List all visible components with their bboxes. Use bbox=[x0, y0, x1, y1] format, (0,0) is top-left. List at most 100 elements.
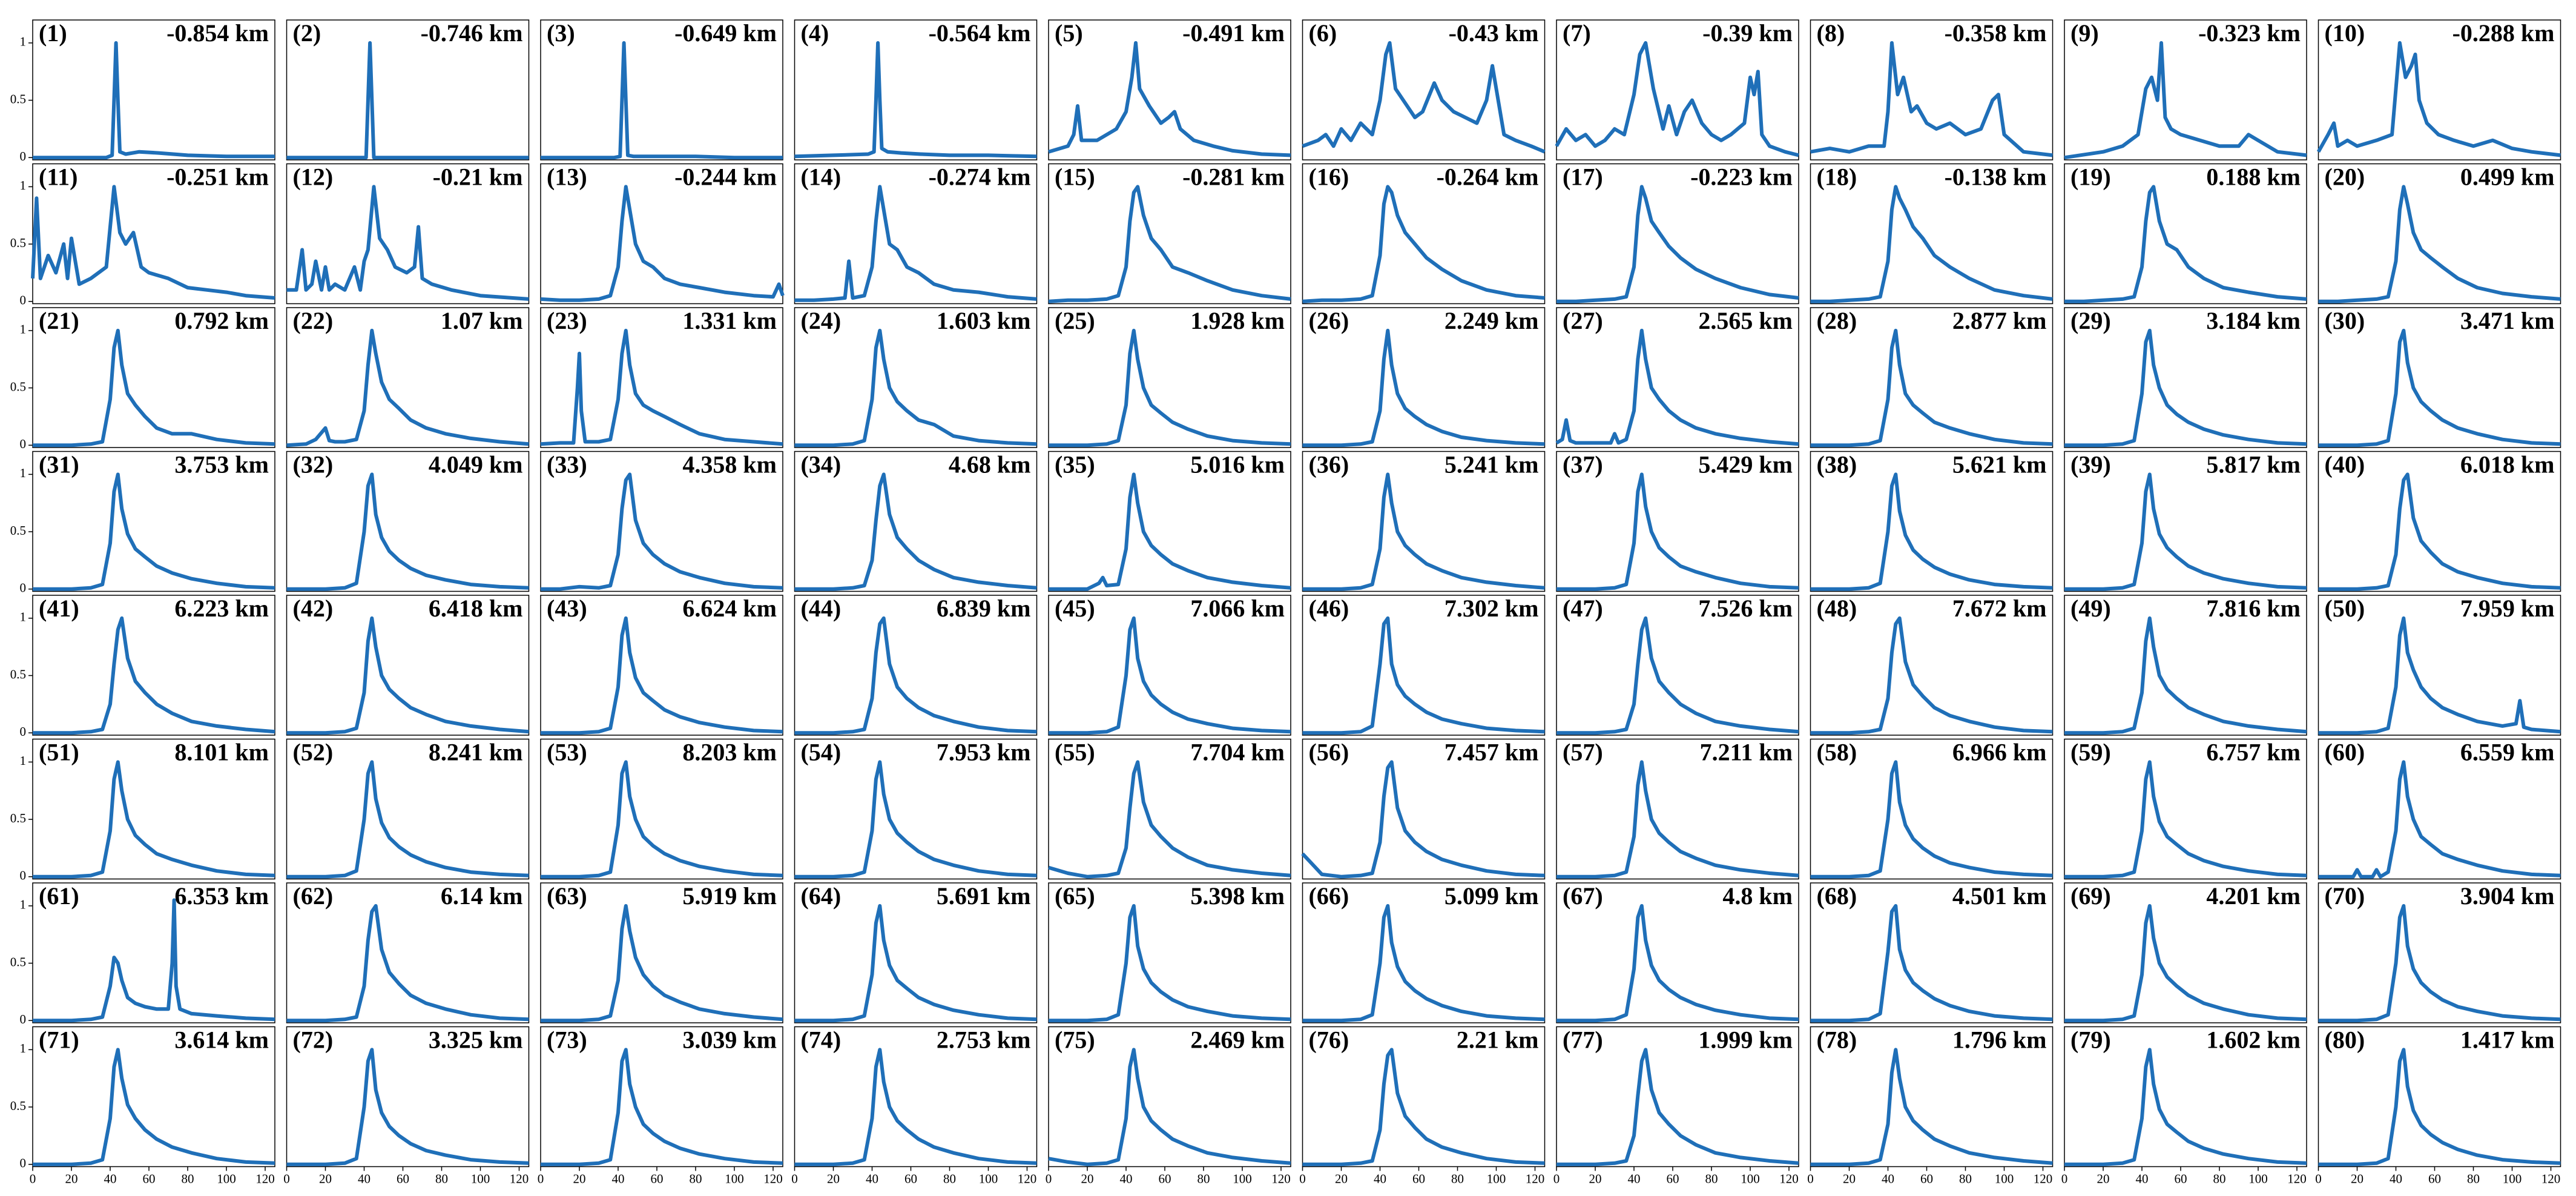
y-tick-label: 0.5 bbox=[10, 236, 26, 250]
x-tick-label: 100 bbox=[1995, 1171, 2014, 1186]
panel-distance: 4.201 km bbox=[2206, 882, 2301, 910]
panel-distance: 7.066 km bbox=[1190, 595, 1285, 622]
y-tick-label: 0.5 bbox=[10, 379, 26, 394]
panel-distance: 5.621 km bbox=[1952, 451, 2047, 478]
x-tick-label: 0 bbox=[1807, 1171, 1814, 1186]
panel-frame bbox=[32, 19, 275, 160]
x-tick-label: 20 bbox=[1843, 1171, 1856, 1186]
panel-distance: -0.244 km bbox=[674, 164, 777, 191]
panel-number: (45) bbox=[1055, 595, 1095, 622]
panel-frame bbox=[794, 595, 1038, 736]
y-tick-label: 1 bbox=[20, 897, 27, 912]
panel-frame bbox=[32, 738, 275, 880]
panel-number: (58) bbox=[1817, 739, 1857, 766]
panel-number: (63) bbox=[547, 882, 587, 910]
panel-number: (65) bbox=[1055, 882, 1095, 910]
x-tick-label: 60 bbox=[1920, 1171, 1933, 1186]
panel-frame bbox=[540, 595, 783, 736]
panel-frame bbox=[1556, 595, 1799, 736]
waveform bbox=[2318, 616, 2561, 735]
panel-number: (5) bbox=[1055, 19, 1083, 47]
panel-distance: 5.016 km bbox=[1190, 451, 1285, 478]
x-tick-label: 20 bbox=[573, 1171, 586, 1186]
waveform bbox=[794, 1048, 1037, 1166]
waveform bbox=[1048, 41, 1291, 157]
panel-number: (67) bbox=[1563, 882, 1603, 910]
panel-number: (76) bbox=[1309, 1026, 1349, 1054]
panel-frame bbox=[32, 307, 275, 448]
panel-number: (26) bbox=[1309, 307, 1349, 334]
panel-frame bbox=[32, 1026, 275, 1168]
waveform bbox=[1555, 41, 1799, 157]
panel-number: (2) bbox=[293, 19, 321, 47]
panel-number: (1) bbox=[39, 19, 67, 47]
x-tick-label: 80 bbox=[1705, 1171, 1718, 1186]
panel-distance: 7.302 km bbox=[1444, 595, 1539, 622]
x-tick-label: 20 bbox=[319, 1171, 332, 1186]
x-tick-label: 80 bbox=[435, 1171, 448, 1186]
waveform bbox=[2064, 760, 2307, 879]
panel-number: (37) bbox=[1563, 451, 1603, 478]
panel-number: (75) bbox=[1055, 1026, 1095, 1054]
panel-distance: 5.099 km bbox=[1444, 882, 1539, 910]
panel-distance: 1.07 km bbox=[441, 307, 523, 334]
x-tick-label: 40 bbox=[104, 1171, 117, 1186]
panel-number: (48) bbox=[1817, 595, 1857, 622]
waveform bbox=[2064, 41, 2307, 160]
panel-number: (36) bbox=[1309, 451, 1349, 478]
panel-number: (50) bbox=[2325, 595, 2365, 622]
x-tick-label: 100 bbox=[1487, 1171, 1506, 1186]
waveform bbox=[1556, 1048, 1799, 1166]
panel-distance: 3.184 km bbox=[2206, 307, 2301, 334]
x-tick-label: 120 bbox=[1779, 1171, 1799, 1186]
panel-number: (8) bbox=[1817, 19, 1845, 47]
x-tick-label: 120 bbox=[2034, 1171, 2053, 1186]
panel-distance: 2.565 km bbox=[1698, 307, 1793, 334]
x-tick-label: 120 bbox=[510, 1171, 529, 1186]
panel-distance: -0.564 km bbox=[929, 19, 1031, 47]
panel-distance: 3.904 km bbox=[2460, 882, 2555, 910]
waveform bbox=[1302, 185, 1545, 303]
waveform bbox=[1810, 472, 2053, 591]
panel-frame bbox=[2317, 19, 2561, 160]
panel-number: (51) bbox=[39, 739, 79, 766]
panel-frame bbox=[286, 451, 530, 592]
panel-distance: -0.223 km bbox=[1690, 164, 1793, 191]
x-tick-label: 0 bbox=[1553, 1171, 1560, 1186]
panel-number: (64) bbox=[801, 882, 842, 910]
panel-distance: 6.757 km bbox=[2206, 739, 2301, 766]
panel-frame bbox=[1048, 595, 1291, 736]
panel-frame bbox=[286, 19, 530, 160]
panel-frame bbox=[1556, 451, 1799, 592]
waveform bbox=[794, 41, 1037, 159]
panel-distance: 6.624 km bbox=[682, 595, 777, 622]
panel-distance: 2.21 km bbox=[1457, 1026, 1539, 1054]
waveform bbox=[794, 904, 1037, 1023]
y-tick-label: 0 bbox=[20, 293, 27, 308]
panel-number: (30) bbox=[2325, 307, 2365, 334]
panel-number: (15) bbox=[1055, 164, 1095, 191]
panel-frame bbox=[540, 19, 783, 160]
waveform bbox=[1301, 760, 1545, 879]
waveform bbox=[794, 185, 1037, 302]
panel-distance: 4.68 km bbox=[949, 451, 1031, 478]
panel-frame bbox=[1302, 451, 1546, 592]
x-tick-label: 80 bbox=[2467, 1171, 2480, 1186]
panel-distance: 5.817 km bbox=[2206, 451, 2301, 478]
panel-frame bbox=[286, 882, 530, 1023]
panel-distance: 7.457 km bbox=[1444, 739, 1539, 766]
panel-distance: -0.854 km bbox=[166, 19, 269, 47]
panel-distance: 2.877 km bbox=[1952, 307, 2047, 334]
panel-frame bbox=[794, 307, 1038, 448]
panel-number: (43) bbox=[547, 595, 587, 622]
waveform bbox=[1302, 904, 1545, 1023]
x-tick-label: 100 bbox=[1233, 1171, 1252, 1186]
panel-frame bbox=[2317, 595, 2561, 736]
panel-frame bbox=[2064, 163, 2307, 305]
x-tick-label: 40 bbox=[1374, 1171, 1386, 1186]
panel-number: (59) bbox=[2070, 739, 2111, 766]
panel-distance: -0.649 km bbox=[674, 19, 777, 47]
y-tick-label: 1 bbox=[20, 610, 27, 624]
y-tick-label: 0.5 bbox=[10, 1099, 26, 1113]
